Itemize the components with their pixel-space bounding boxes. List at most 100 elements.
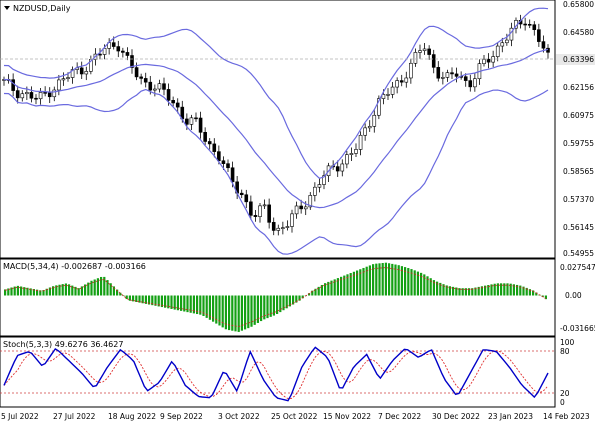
candle (422, 42, 427, 55)
price-tick-label: 0.56145 (563, 223, 594, 232)
bb-lower-line (3, 88, 549, 255)
macd-bar (132, 295, 135, 302)
menu-triangle-icon[interactable] (4, 6, 10, 10)
macd-bar (170, 295, 173, 309)
macd-bar (20, 286, 23, 296)
candle (532, 21, 537, 36)
macd-bar (362, 267, 365, 296)
time-tick-label: 7 Dec 2022 (378, 412, 421, 421)
candle (505, 33, 509, 46)
candle (207, 138, 212, 150)
macd-bar (42, 290, 45, 296)
candle (57, 74, 61, 96)
macd-bar (407, 268, 410, 296)
macd-bar (292, 295, 295, 305)
candle (52, 86, 57, 102)
macd-bar (426, 276, 429, 296)
macd-bar (493, 283, 496, 296)
candle (340, 159, 345, 177)
candle (537, 23, 541, 47)
candle (399, 74, 404, 87)
macd-bar (7, 288, 10, 296)
candle (276, 224, 281, 236)
candle (253, 209, 258, 222)
macd-bar (58, 284, 61, 296)
macd-bar (429, 278, 432, 296)
macd-bar (202, 295, 205, 316)
price-tick-label: 0.58565 (563, 167, 594, 176)
current-price-tag (556, 54, 595, 65)
macd-bar (474, 287, 477, 296)
symbol-title: NZDUSD,Daily (13, 4, 71, 13)
macd-bar (80, 286, 83, 296)
candle (372, 109, 377, 133)
candle (418, 44, 422, 59)
macd-bar (525, 287, 528, 296)
time-tick-label: 27 Jul 2022 (53, 412, 96, 421)
macd-bar (77, 288, 80, 296)
bollinger-bands (3, 7, 549, 255)
candle (377, 95, 381, 120)
macd-bar (256, 295, 259, 323)
macd-bar (384, 262, 387, 296)
macd-bar (372, 264, 375, 296)
current-price-label: 0.63396 (563, 55, 594, 64)
candle (153, 84, 157, 97)
macd-bar (461, 288, 464, 296)
bb-upper-line (3, 7, 549, 179)
candle (509, 22, 514, 47)
macd-bar (109, 283, 112, 296)
macd-bar (346, 274, 349, 296)
macd-bar (432, 280, 435, 296)
candle (258, 203, 262, 223)
macd-bar (23, 287, 26, 296)
candle (445, 69, 450, 82)
candle (409, 58, 413, 84)
candle (143, 72, 148, 88)
candle (171, 96, 175, 108)
macd-bar (295, 295, 298, 303)
macd-bar (276, 295, 279, 315)
macd-bar (151, 295, 154, 306)
macd-bar (176, 295, 179, 311)
macd-bar (36, 289, 39, 296)
macd-bar (128, 295, 131, 301)
price-candles (2, 14, 550, 236)
macd-bar (39, 290, 42, 296)
macd-bar (263, 295, 266, 320)
time-tick-label: 25 Oct 2022 (271, 412, 318, 421)
macd-bar (208, 295, 211, 320)
candle (527, 19, 532, 29)
macd-bar (413, 270, 416, 296)
candle (98, 48, 102, 60)
candle (317, 178, 322, 193)
candle (367, 120, 372, 132)
candle (84, 66, 89, 81)
macd-panel-frame (0, 258, 556, 337)
macd-bar (308, 293, 311, 296)
macd-bar (221, 295, 224, 328)
macd-bar (4, 289, 7, 296)
price-tick-label: 0.60975 (563, 111, 594, 120)
macd-bar (253, 295, 256, 325)
macd-bar (269, 295, 272, 317)
stoch-axis: 100 80 20 0 (560, 338, 575, 407)
macd-bar (343, 275, 346, 296)
candle (395, 77, 399, 94)
stoch-panel-frame (0, 336, 556, 408)
macd-bar (26, 287, 29, 296)
candle (486, 53, 491, 69)
macd-bar (455, 287, 458, 296)
macd-bar (186, 295, 189, 313)
macd-bar (45, 288, 48, 296)
stoch-signal-line (3, 350, 549, 400)
candle (226, 159, 230, 172)
macd-bar (327, 281, 330, 296)
price-tick-label: 0.59755 (563, 139, 594, 148)
candle (121, 47, 125, 58)
macd-bar (119, 292, 122, 296)
macd-bar (541, 295, 544, 297)
macd-bar (301, 295, 304, 299)
macd-bar (410, 269, 413, 296)
